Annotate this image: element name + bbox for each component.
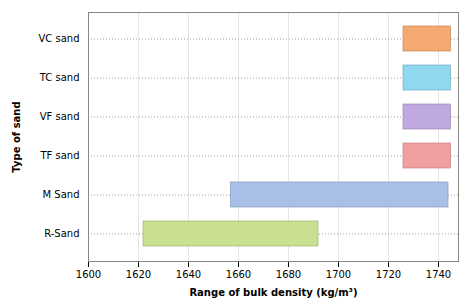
svg-text:1600: 1600 bbox=[76, 269, 101, 280]
svg-text:R-Sand: R-Sand bbox=[44, 228, 79, 239]
svg-text:1720: 1720 bbox=[376, 269, 401, 280]
svg-text:1740: 1740 bbox=[426, 269, 451, 280]
svg-text:VF sand: VF sand bbox=[40, 111, 80, 122]
svg-text:1680: 1680 bbox=[276, 269, 301, 280]
svg-text:M Sand: M Sand bbox=[43, 189, 80, 200]
svg-text:VC sand: VC sand bbox=[38, 33, 79, 44]
svg-text:1700: 1700 bbox=[326, 269, 351, 280]
svg-text:TC sand: TC sand bbox=[39, 72, 80, 83]
svg-text:1620: 1620 bbox=[126, 269, 151, 280]
svg-text:1660: 1660 bbox=[226, 269, 251, 280]
svg-text:1640: 1640 bbox=[176, 269, 201, 280]
svg-text:TF sand: TF sand bbox=[39, 150, 79, 161]
svg-text:Range of bulk density (kg/m³): Range of bulk density (kg/m³) bbox=[189, 287, 357, 298]
svg-text:Type of sand: Type of sand bbox=[11, 101, 22, 172]
